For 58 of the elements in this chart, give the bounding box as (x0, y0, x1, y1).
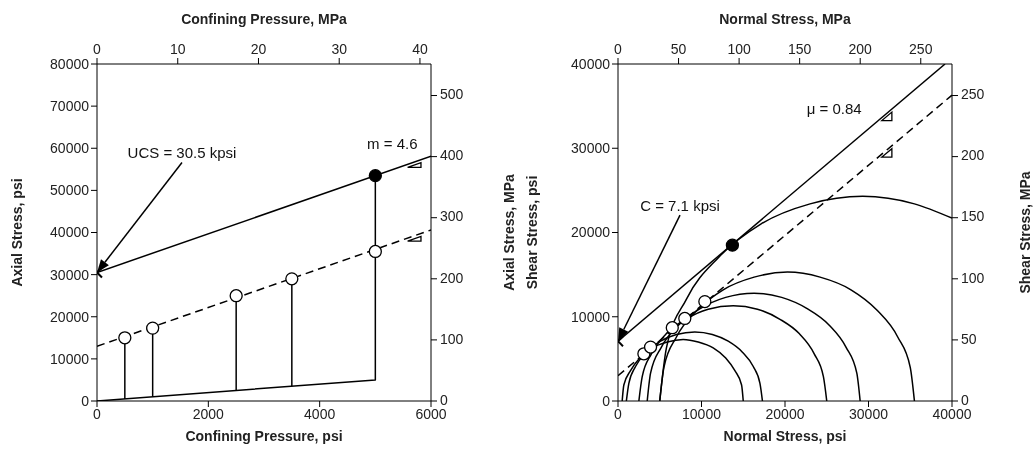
annotation: C = 7.1 kpsi (640, 197, 720, 215)
annotation: m = 4.6 (367, 134, 418, 152)
y2-tick-label: 0 (961, 391, 969, 408)
x-tick-label: 30000 (849, 405, 889, 422)
y2-tick-label: 150 (961, 208, 985, 225)
x2-axis-title: Normal Stress, MPa (719, 11, 851, 27)
x-tick-label: 20000 (765, 405, 805, 422)
y-tick-label: 30000 (571, 140, 611, 157)
y-tick-label: 50000 (50, 182, 90, 199)
x2-tick-label: 150 (787, 41, 812, 57)
x2-tick-label: 40 (412, 41, 428, 57)
y2-tick-label: 0 (440, 391, 448, 408)
y2-tick-label: 200 (440, 269, 464, 286)
y2-tick-label: 250 (961, 86, 985, 103)
y2-tick-label: 100 (440, 330, 464, 347)
x2-tick-label: 30 (331, 41, 348, 57)
y-axis-title: Shear Stress, psi (524, 175, 540, 290)
y-tick-label: 70000 (50, 98, 90, 115)
y-tick-label: 10000 (50, 350, 90, 367)
y2-tick-label: 50 (961, 330, 977, 347)
x-tick-label: 6000 (415, 405, 447, 422)
y-tick-label: 60000 (50, 140, 90, 157)
x2-tick-label: 250 (909, 41, 933, 57)
y2-tick-label: 100 (961, 269, 985, 286)
x-tick-label: 40000 (932, 405, 972, 422)
y-tick-label: 0 (81, 392, 90, 409)
y-tick-label: 80000 (50, 55, 90, 72)
y-tick-label: 10000 (571, 308, 611, 325)
x-tick-label: 2000 (192, 405, 225, 422)
x2-tick-label: 50 (670, 41, 687, 57)
y-tick-label: 40000 (50, 224, 90, 241)
y-tick-label: 40000 (571, 55, 611, 72)
x-tick-label: 4000 (304, 405, 336, 422)
x-axis-title: Normal Stress, psi (723, 428, 847, 444)
y2-tick-label: 500 (440, 86, 464, 103)
y-tick-label: 20000 (50, 308, 90, 325)
x-tick-label: 0 (93, 405, 102, 422)
x-tick-label: 10000 (682, 405, 722, 422)
x2-tick-label: 20 (250, 41, 267, 57)
y-tick-label: 20000 (571, 224, 611, 241)
y2-axis-title: Axial Stress, MPa (501, 173, 517, 291)
y-tick-label: 0 (602, 392, 611, 409)
x2-axis-title: Confining Pressure, MPa (181, 11, 348, 27)
y2-tick-label: 200 (961, 147, 985, 164)
y2-axis-title: Shear Stress, MPa (1017, 171, 1033, 294)
x-tick-label: 0 (614, 405, 623, 422)
y2-tick-label: 400 (440, 147, 464, 164)
x2-tick-label: 0 (93, 41, 102, 57)
x-axis-title: Confining Pressure, psi (185, 428, 343, 444)
x2-tick-label: 100 (727, 41, 751, 57)
x2-tick-label: 200 (848, 41, 873, 57)
y2-tick-label: 300 (440, 208, 464, 225)
y-tick-label: 30000 (50, 266, 90, 283)
annotation: μ = 0.84 (806, 99, 862, 117)
y-axis-title: Axial Stress, psi (9, 178, 25, 287)
x2-tick-label: 0 (614, 41, 623, 57)
annotation: UCS = 30.5 kpsi (127, 144, 237, 162)
x2-tick-label: 10 (169, 41, 186, 57)
